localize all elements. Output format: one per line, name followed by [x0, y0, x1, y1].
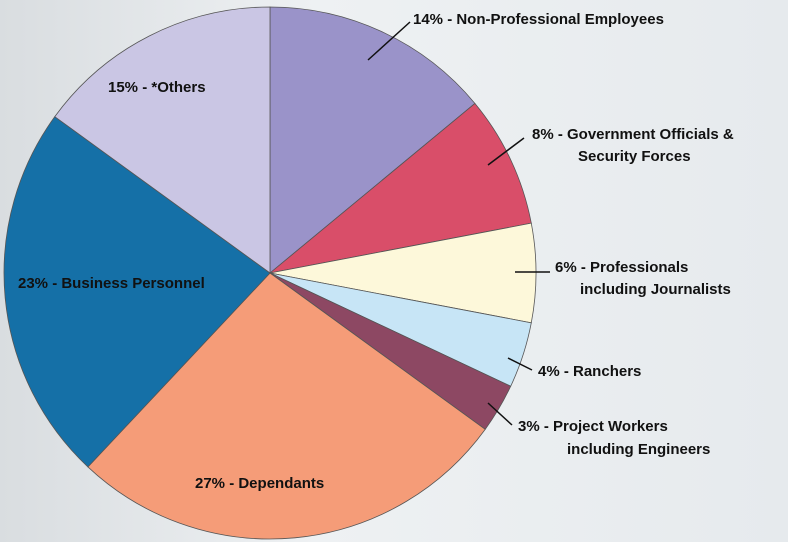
data-label: 6% - Professionals: [555, 259, 688, 276]
pie-slice: [269, 6, 476, 274]
data-label: 27% - Dependants: [195, 475, 324, 492]
pie-slice: [87, 272, 486, 540]
leader-line: [507, 357, 533, 371]
data-label: 8% - Government Officials &: [532, 126, 734, 143]
data-label: 4% - Ranchers: [538, 363, 641, 380]
data-label: including Journalists: [580, 281, 731, 298]
pie-slice: [54, 6, 271, 274]
pie-slice: [3, 116, 271, 468]
pie-slice: [269, 102, 532, 274]
leader-line: [487, 137, 525, 166]
data-label: 3% - Project Workers: [518, 418, 668, 435]
data-label: 15% - *Others: [108, 79, 206, 96]
data-label: including Engineers: [567, 441, 710, 458]
leader-line: [487, 402, 513, 426]
leader-line: [367, 21, 411, 61]
data-label: Security Forces: [578, 148, 691, 165]
data-label: 23% - Business Personnel: [18, 275, 205, 292]
data-label: 14% - Non-Professional Employees: [413, 11, 664, 28]
